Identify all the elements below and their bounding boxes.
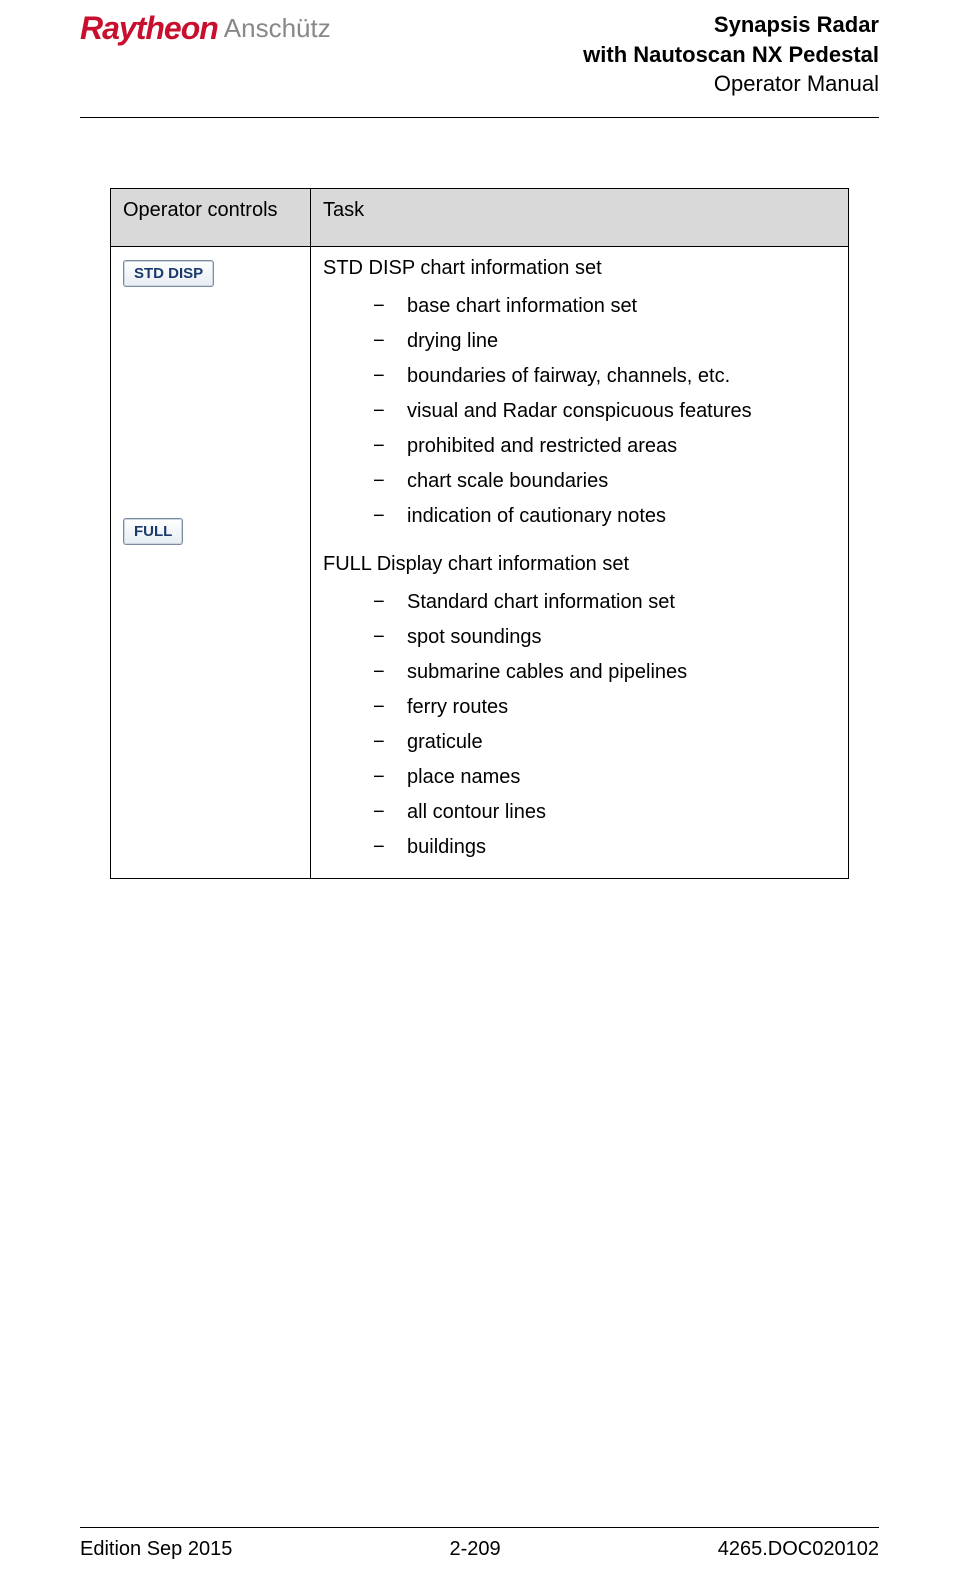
list-item: visual and Radar conspicuous features <box>373 397 836 426</box>
footer-page-number: 2-209 <box>449 1538 500 1561</box>
table-row: STD DISP FULL STD DISP chart information… <box>111 247 849 879</box>
list-item: buildings <box>373 833 836 862</box>
title-line-1: Synapsis Radar <box>583 10 879 40</box>
title-line-2: with Nautoscan NX Pedestal <box>583 40 879 70</box>
task-cell: STD DISP chart information set base char… <box>311 247 849 879</box>
document-page: Raytheon Anschütz Synapsis Radar with Na… <box>0 0 959 1591</box>
list-item: all contour lines <box>373 798 836 827</box>
title-line-3: Operator Manual <box>583 69 879 99</box>
control-spacer <box>123 290 298 515</box>
table-header-row: Operator controls Task <box>111 189 849 247</box>
controls-cell: STD DISP FULL <box>111 247 311 879</box>
list-item: Standard chart information set <box>373 588 836 617</box>
logo-raytheon-text: Raytheon <box>80 10 218 47</box>
logo-anschutz-text: Anschütz <box>224 13 331 44</box>
document-title-block: Synapsis Radar with Nautoscan NX Pedesta… <box>583 10 879 99</box>
brand-logo: Raytheon Anschütz <box>80 10 331 47</box>
list-item: submarine cables and pipelines <box>373 658 836 687</box>
list-item: spot soundings <box>373 623 836 652</box>
page-content: Operator controls Task STD DISP FULL STD… <box>80 188 879 1527</box>
list-item: chart scale boundaries <box>373 467 836 496</box>
full-button[interactable]: FULL <box>123 518 183 545</box>
std-disp-list: base chart information set drying line b… <box>323 292 836 531</box>
std-disp-section-title: STD DISP chart information set <box>323 257 836 280</box>
list-item: place names <box>373 763 836 792</box>
std-disp-button[interactable]: STD DISP <box>123 260 214 287</box>
full-section-title: FULL Display chart information set <box>323 553 836 576</box>
list-item: base chart information set <box>373 292 836 321</box>
page-header: Raytheon Anschütz Synapsis Radar with Na… <box>80 10 879 117</box>
operator-controls-table: Operator controls Task STD DISP FULL STD… <box>110 188 849 879</box>
list-item: drying line <box>373 327 836 356</box>
list-item: indication of cautionary notes <box>373 502 836 531</box>
list-item: prohibited and restricted areas <box>373 432 836 461</box>
list-item: graticule <box>373 728 836 757</box>
page-footer: Edition Sep 2015 2-209 4265.DOC020102 <box>80 1527 879 1561</box>
footer-doc-number: 4265.DOC020102 <box>718 1538 879 1561</box>
column-header-controls: Operator controls <box>111 189 311 247</box>
footer-row: Edition Sep 2015 2-209 4265.DOC020102 <box>80 1538 879 1561</box>
full-list: Standard chart information set spot soun… <box>323 588 836 862</box>
list-item: ferry routes <box>373 693 836 722</box>
list-item: boundaries of fairway, channels, etc. <box>373 362 836 391</box>
footer-divider <box>80 1527 879 1528</box>
header-divider <box>80 117 879 118</box>
footer-edition: Edition Sep 2015 <box>80 1538 232 1561</box>
column-header-task: Task <box>311 189 849 247</box>
